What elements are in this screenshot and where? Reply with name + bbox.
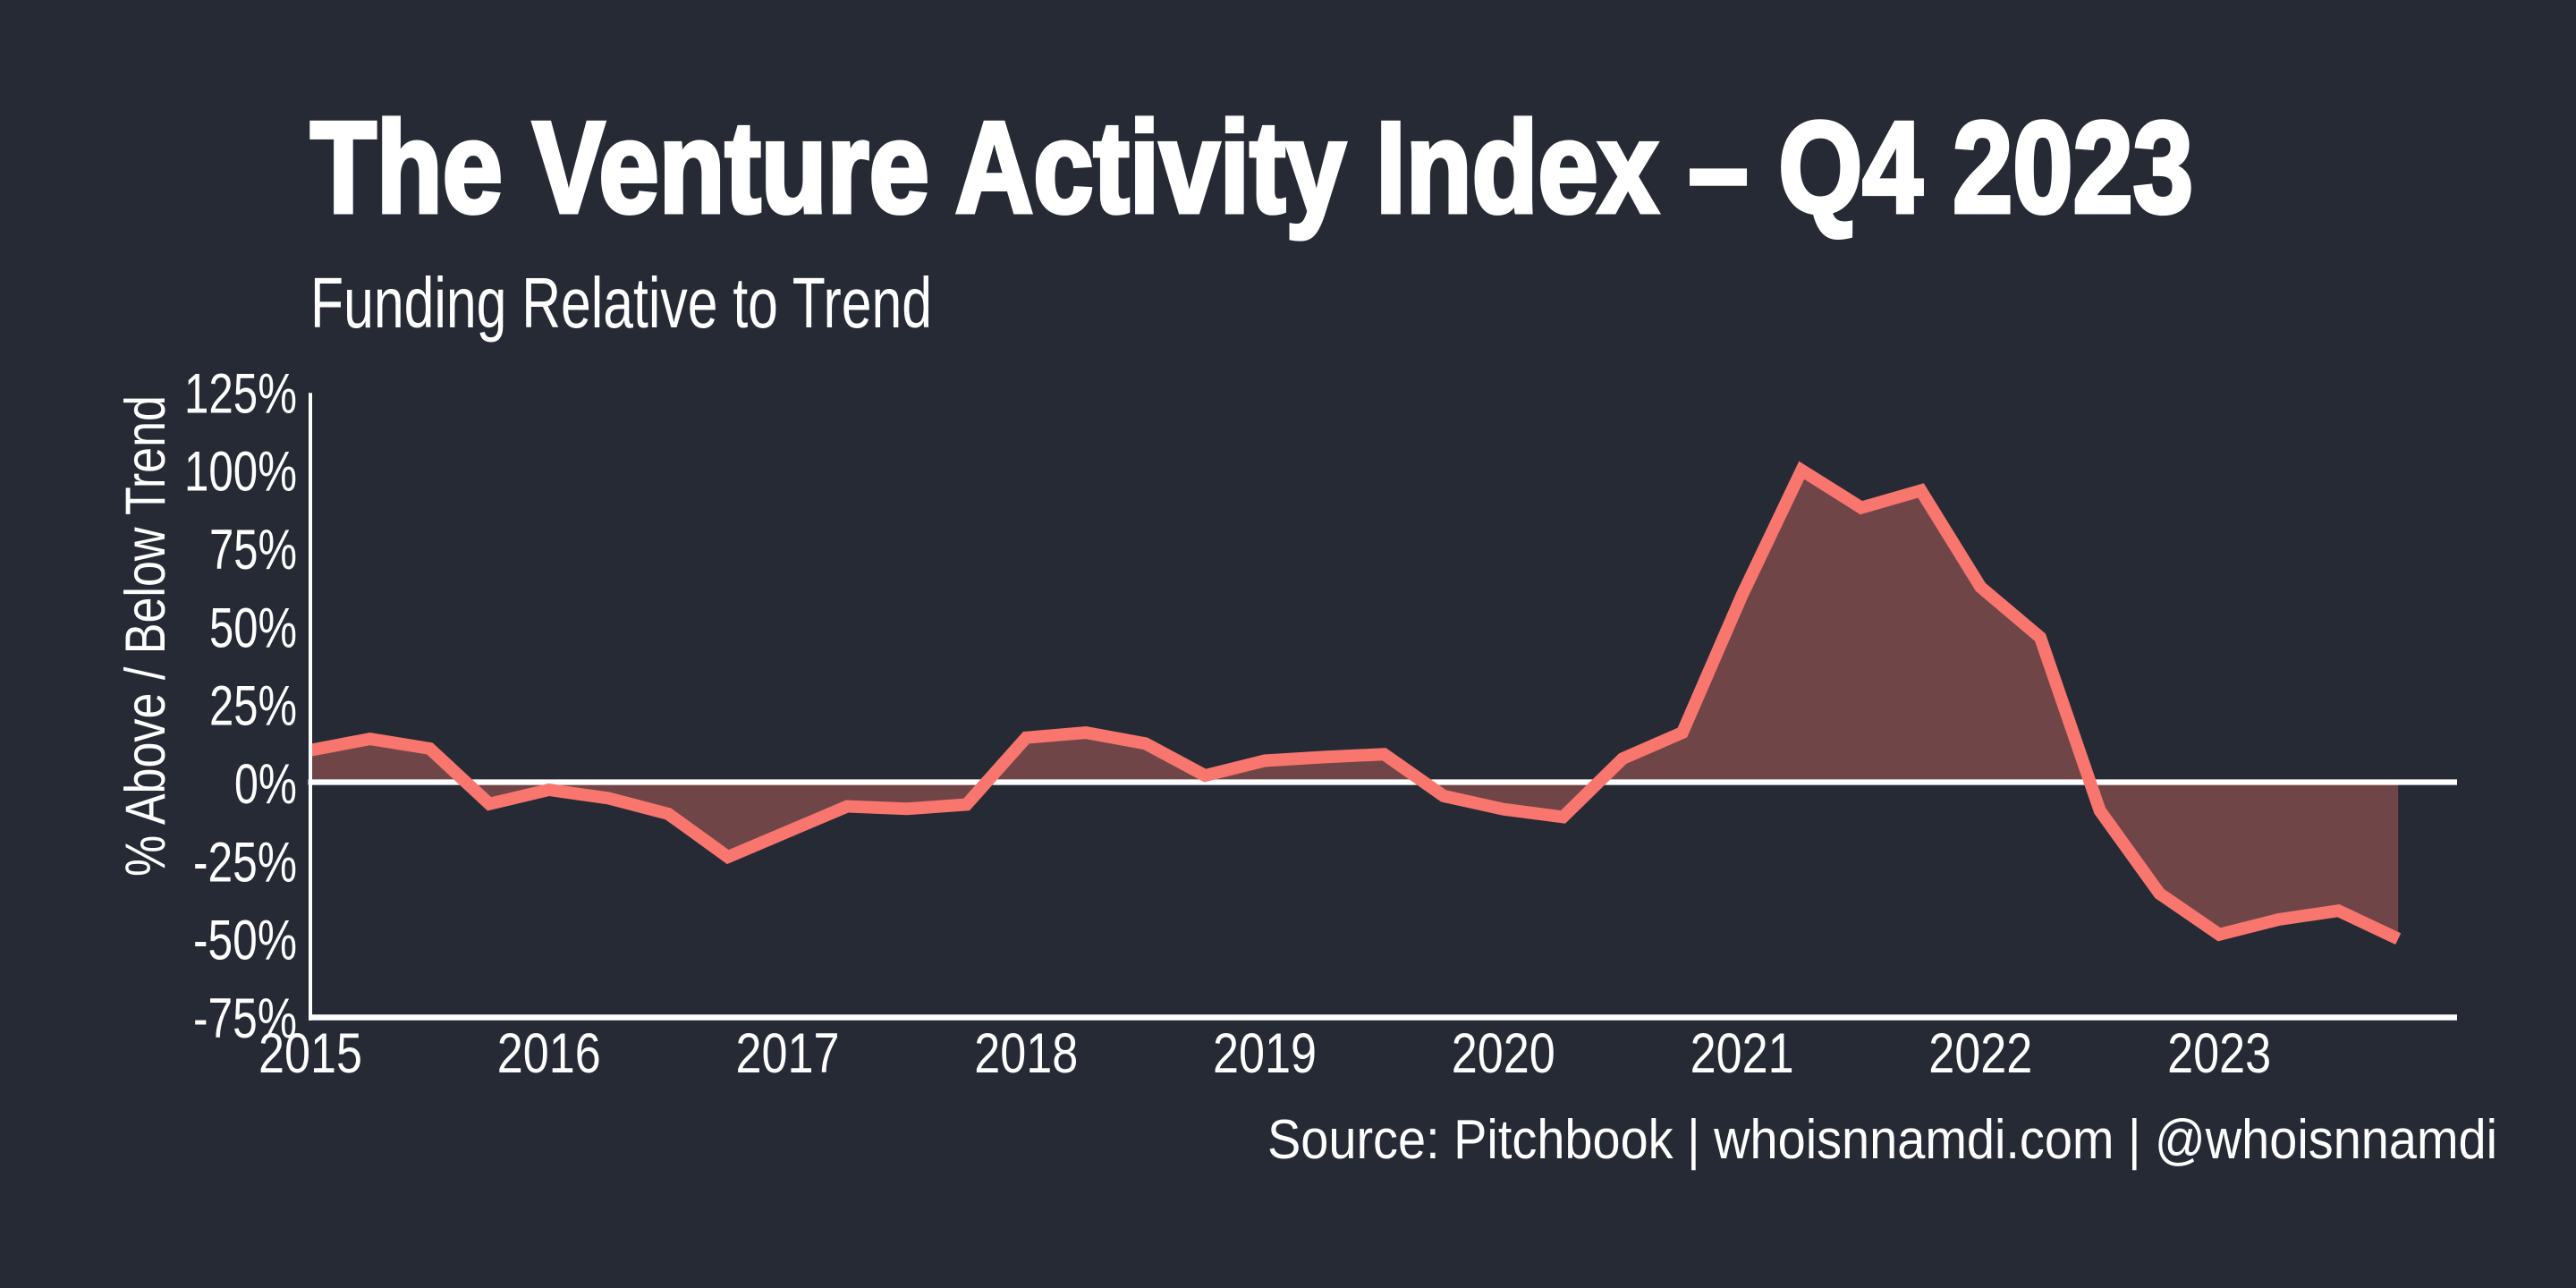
svg-text:-75%: -75% bbox=[193, 987, 297, 1050]
svg-text:% Above / Below Trend: % Above / Below Trend bbox=[114, 395, 177, 877]
svg-text:2016: 2016 bbox=[497, 1022, 601, 1085]
svg-text:2022: 2022 bbox=[1928, 1022, 2032, 1085]
svg-text:50%: 50% bbox=[209, 597, 297, 659]
svg-text:2015: 2015 bbox=[258, 1022, 362, 1085]
svg-text:-50%: -50% bbox=[193, 910, 297, 972]
svg-text:-25%: -25% bbox=[193, 831, 297, 894]
svg-text:2019: 2019 bbox=[1213, 1022, 1317, 1085]
svg-text:2018: 2018 bbox=[974, 1022, 1078, 1085]
svg-text:2017: 2017 bbox=[736, 1022, 840, 1085]
svg-text:75%: 75% bbox=[209, 519, 297, 581]
svg-text:2020: 2020 bbox=[1452, 1022, 1555, 1085]
svg-text:2021: 2021 bbox=[1690, 1022, 1794, 1085]
svg-text:25%: 25% bbox=[209, 675, 297, 738]
svg-text:2023: 2023 bbox=[2167, 1022, 2271, 1085]
svg-text:The Venture Activity Index – Q: The Venture Activity Index – Q4 2023 bbox=[310, 95, 2193, 240]
svg-text:Source: Pitchbook | whoisnnamd: Source: Pitchbook | whoisnnamdi.com | @w… bbox=[1267, 1109, 2497, 1171]
svg-text:125%: 125% bbox=[184, 362, 297, 425]
svg-text:Funding Relative to Trend: Funding Relative to Trend bbox=[310, 263, 932, 343]
svg-text:100%: 100% bbox=[184, 441, 297, 504]
svg-text:0%: 0% bbox=[234, 753, 297, 816]
